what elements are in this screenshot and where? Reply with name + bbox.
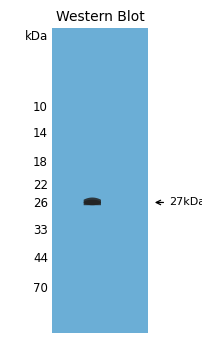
Text: 22: 22 bbox=[33, 179, 48, 191]
Text: 70: 70 bbox=[33, 282, 48, 295]
Text: 26: 26 bbox=[33, 197, 48, 210]
Text: 33: 33 bbox=[33, 224, 48, 237]
Text: 14: 14 bbox=[33, 127, 48, 140]
Text: 27kDa: 27kDa bbox=[155, 197, 202, 208]
Text: 18: 18 bbox=[33, 156, 48, 169]
Text: Western Blot: Western Blot bbox=[55, 10, 144, 24]
Text: 10: 10 bbox=[33, 101, 48, 114]
Text: 44: 44 bbox=[33, 252, 48, 265]
Ellipse shape bbox=[83, 200, 100, 205]
Bar bbox=[52, 28, 147, 333]
PathPatch shape bbox=[83, 197, 100, 205]
Text: kDa: kDa bbox=[25, 30, 48, 43]
